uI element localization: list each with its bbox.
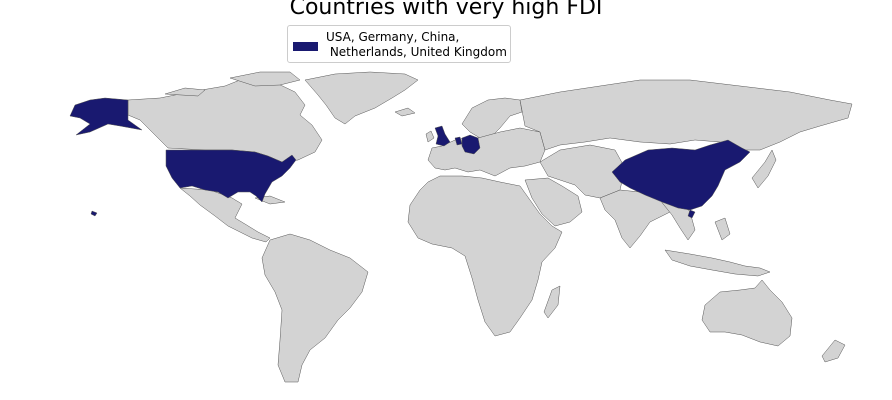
legend: USA, Germany, China, Netherlands, United… (287, 25, 511, 63)
country-middle-east (524, 177, 583, 227)
legend-swatch (293, 42, 318, 51)
country-greenland (304, 71, 419, 125)
country-usa-hawaii (90, 210, 98, 217)
country-germany (461, 134, 481, 155)
country-taiwan (687, 209, 696, 219)
country-mexico (179, 187, 271, 243)
country-usa (165, 149, 297, 203)
country-iceland (394, 107, 416, 117)
country-australia (701, 279, 793, 347)
country-indonesia (664, 249, 771, 277)
country-united-kingdom (434, 125, 451, 147)
country-south-america (261, 233, 369, 383)
country-africa (407, 175, 563, 337)
country-madagascar (543, 285, 561, 319)
country-russia (519, 79, 853, 151)
map-title: Countries with very high FDI (289, 0, 603, 20)
country-china (611, 139, 751, 211)
country-canada (127, 77, 323, 163)
country-philippines (714, 217, 731, 241)
country-canada-arctic (229, 71, 301, 87)
country-usa-alaska (69, 97, 143, 136)
country-canada-arctic-2 (164, 87, 206, 97)
country-new-zealand (821, 339, 846, 363)
legend-label: USA, Germany, China, Netherlands, United… (326, 30, 507, 59)
country-ireland (425, 130, 435, 143)
country-japan (751, 149, 777, 189)
country-scandinavia (461, 97, 523, 139)
country-india (599, 189, 671, 249)
